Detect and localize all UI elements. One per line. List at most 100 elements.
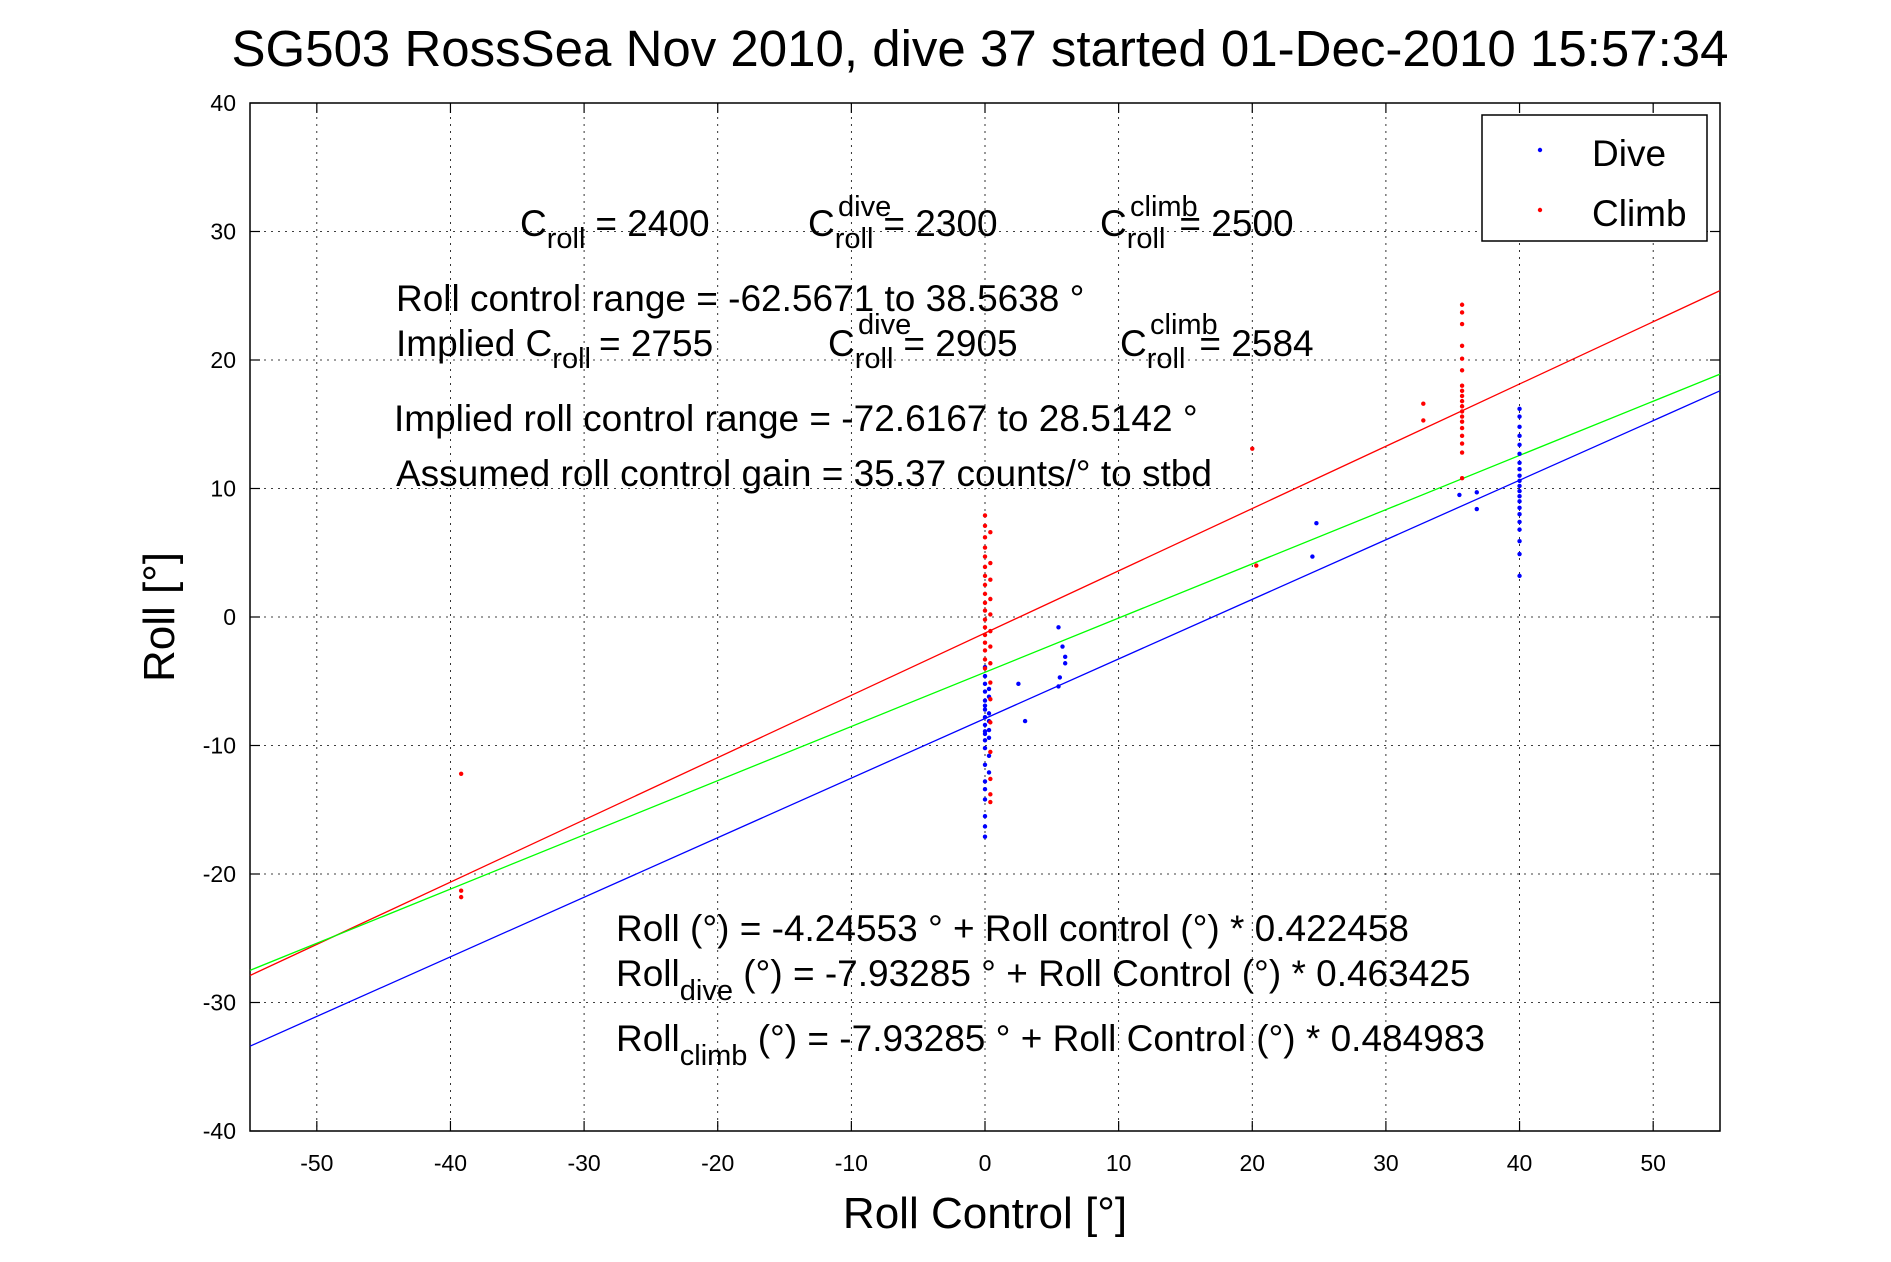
data-point-dive <box>982 797 988 802</box>
data-point-dive <box>1517 451 1522 457</box>
data-point-climb <box>988 577 993 582</box>
data-point-climb <box>1459 433 1465 439</box>
data-point-dive <box>982 745 988 751</box>
data-point-dive <box>1517 494 1522 499</box>
data-point-climb <box>1459 356 1465 361</box>
data-point-climb <box>982 535 988 540</box>
annotation-implied-climb: Croll = 2584 <box>1120 323 1314 375</box>
data-point-dive <box>982 786 988 792</box>
data-point-climb <box>988 628 993 634</box>
data-point-dive <box>1517 424 1522 430</box>
data-point-climb <box>1459 383 1465 388</box>
annotation-c-roll-dive: Croll = 2300 <box>808 203 998 255</box>
data-point-climb <box>988 560 993 566</box>
data-point-climb <box>982 632 988 638</box>
data-point-climb <box>458 888 464 893</box>
data-point-dive <box>1057 675 1063 680</box>
x-tick-label: 50 <box>1640 1150 1666 1176</box>
x-tick-label: 20 <box>1239 1150 1265 1176</box>
data-point-dive <box>986 770 992 775</box>
annotation-equation-all: Roll (°) = -4.24553 ° + Roll control (°)… <box>616 908 1409 949</box>
data-point-climb <box>1459 398 1465 404</box>
legend: Dive Climb <box>1481 114 1708 242</box>
data-point-climb <box>982 582 988 588</box>
data-point-dive <box>1016 681 1021 687</box>
data-point-dive <box>1517 499 1522 504</box>
data-point-dive <box>1517 406 1522 412</box>
data-point-dive <box>986 727 992 733</box>
data-point-climb <box>1459 414 1465 419</box>
x-tick-label: -50 <box>300 1150 333 1176</box>
data-point-dive <box>1062 654 1068 660</box>
data-point-dive <box>1060 644 1065 649</box>
data-point-climb <box>982 591 988 597</box>
data-point-climb <box>1459 368 1465 373</box>
data-point-dive <box>1517 505 1522 510</box>
data-point-climb <box>982 608 988 613</box>
annotation-implied-c-roll: Implied Croll = 2755 <box>396 323 713 375</box>
data-point-climb <box>988 776 993 782</box>
data-point-dive <box>986 753 992 758</box>
data-point-dive <box>1517 488 1522 494</box>
y-tick-label: -40 <box>203 1118 236 1144</box>
data-point-dive <box>1310 554 1315 559</box>
fit-line <box>249 373 1721 971</box>
data-point-climb <box>458 894 464 900</box>
data-point-dive <box>982 762 988 767</box>
x-tick-label: -40 <box>434 1150 467 1176</box>
data-point-dive <box>1457 492 1462 498</box>
data-point-climb <box>982 657 988 662</box>
data-point-dive <box>982 689 988 694</box>
annotation-implied-dive: Croll = 2905 <box>828 323 1018 375</box>
legend-marker-climb <box>1537 207 1543 213</box>
annotation-assumed-gain: Assumed roll control gain = 35.37 counts… <box>396 453 1212 494</box>
y-tick-label: 10 <box>210 476 236 502</box>
y-tick-labels: -40 -30 -20 -10 0 10 20 30 40 <box>203 90 236 1144</box>
data-point-dive <box>1517 527 1522 532</box>
data-point-climb <box>1459 388 1465 394</box>
data-point-dive <box>1474 506 1479 512</box>
data-point-climb <box>988 799 993 805</box>
data-point-dive <box>982 738 988 743</box>
data-point-dive <box>1517 551 1522 557</box>
data-point-climb <box>988 596 993 602</box>
data-point-climb <box>982 513 988 518</box>
data-point-dive <box>1517 573 1522 579</box>
legend-label-climb: Climb <box>1592 193 1687 234</box>
data-point-dive <box>1056 684 1061 689</box>
data-point-climb <box>988 680 993 685</box>
data-point-dive <box>982 722 988 728</box>
data-point-climb <box>982 617 988 622</box>
data-point-climb <box>1459 343 1465 349</box>
data-point-climb <box>1459 393 1465 399</box>
x-tick-label: 30 <box>1373 1150 1399 1176</box>
data-point-climb <box>1459 302 1465 307</box>
annotations: Croll = 2400 dive Croll = 2300 climb Croll… <box>394 191 1485 1072</box>
x-tick-label: 40 <box>1507 1150 1533 1176</box>
grid <box>250 102 1720 1132</box>
data-point-dive <box>986 735 992 740</box>
data-points <box>458 302 1522 900</box>
data-point-dive <box>1517 467 1522 472</box>
axis-ticks <box>250 102 1720 1132</box>
legend-label-dive: Dive <box>1592 133 1666 174</box>
data-point-climb <box>982 640 988 645</box>
data-point-climb <box>1459 310 1465 315</box>
data-point-climb <box>982 545 988 550</box>
data-point-climb <box>988 792 993 797</box>
data-point-dive <box>1517 433 1522 439</box>
data-point-climb <box>1459 404 1465 409</box>
chart-title: SG503 RossSea Nov 2010, dive 37 started … <box>232 20 1729 77</box>
data-point-climb <box>982 648 988 653</box>
data-point-dive <box>1517 478 1522 483</box>
data-point-climb <box>1459 441 1465 446</box>
annotation-implied-climb-sup: climb <box>1150 309 1218 341</box>
data-point-climb <box>988 661 993 666</box>
y-axis-label: Roll [°] <box>135 552 184 682</box>
data-point-climb <box>1459 450 1465 455</box>
data-point-climb <box>1459 321 1465 327</box>
data-point-climb <box>982 600 988 606</box>
data-point-climb <box>982 625 988 630</box>
x-tick-labels: -50 -40 -30 -20 -10 0 10 20 30 40 50 <box>300 1150 1666 1176</box>
